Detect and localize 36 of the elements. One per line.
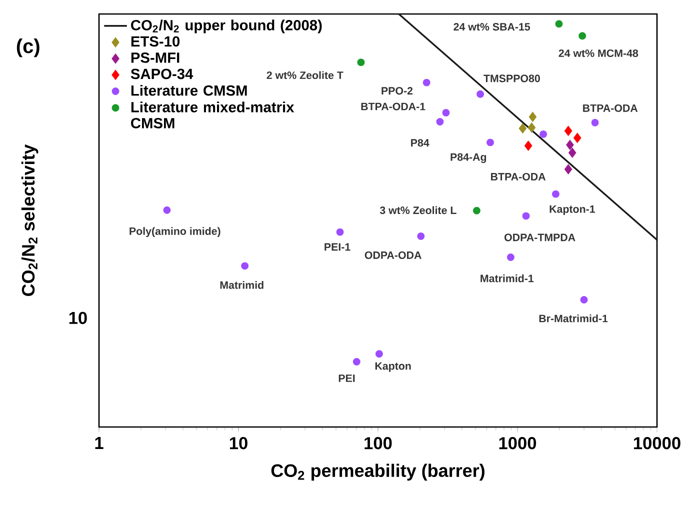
legend-label: SAPO-34 [130, 68, 194, 80]
annotation: P84-Ag [450, 153, 486, 163]
annotation: Poly(amino imide) [130, 227, 220, 238]
x-tick-label: 10 [230, 437, 248, 450]
annotation: Matrimid-1 [480, 274, 534, 282]
text: 10 [69, 312, 87, 324]
x-tick-label: 10000 [634, 437, 680, 450]
annotation: Kapton-1 [550, 205, 595, 215]
annotation: PEI [338, 374, 355, 382]
annotation: P84 [411, 139, 430, 147]
annotation: BTPA-ODA-1 [361, 102, 426, 110]
annotation: ODPA-ODA [364, 251, 422, 259]
x-tick-label: 1000 [499, 437, 536, 450]
annotation: TMSPPO80 [484, 74, 540, 82]
x-axis-title: CO$_{2}$ permeability (barrer) [271, 464, 484, 481]
annotation: ODPA-TMPDA [504, 234, 576, 242]
annotation: Matrimid [220, 280, 264, 289]
annotation: BTPA-ODA [583, 104, 638, 112]
annotation: Kapton [375, 362, 411, 372]
annotation: 24 wt% SBA-15 [454, 23, 530, 31]
text: (c) [16, 38, 40, 58]
annotation: BTPA-ODA [491, 172, 546, 180]
legend-label: CO$_{2}$/N$_{2}$ upper bound (2008) [131, 20, 322, 34]
annotation: PPO-2 [382, 87, 413, 95]
annotation: Br-Matrimid-1 [539, 314, 608, 322]
legend-label: PS-MFI [131, 52, 180, 63]
annotation: 2 wt% Zeolite T [266, 71, 344, 80]
annotation: 24 wt% MCM-48 [558, 49, 638, 58]
y-axis-title: CO$_{2}$/N$_{2}$ selectivity [21, 144, 38, 296]
legend-label: Literature mixed-matrix CMSM [131, 102, 294, 128]
legend-label: Literature CMSM [131, 84, 247, 96]
annotation: 3 wt% Zeolite L [380, 206, 456, 214]
x-tick-label: 100 [364, 437, 392, 450]
legend-label: ETS-10 [131, 36, 180, 47]
x-tick-label: 1 [95, 437, 104, 449]
annotation: PEI-1 [324, 243, 350, 251]
